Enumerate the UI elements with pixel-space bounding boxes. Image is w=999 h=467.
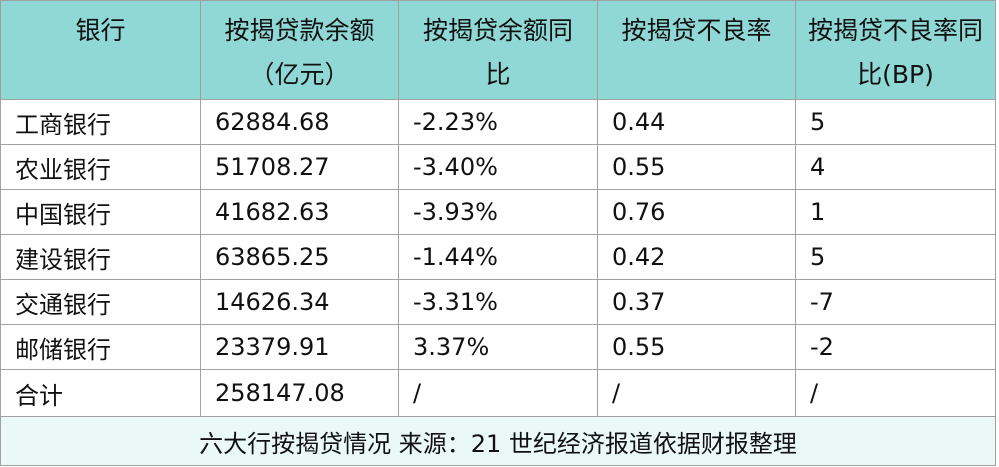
cell: 3.37% [398, 324, 598, 370]
caption: 六大行按揭贷情况 来源：21 世纪经济报道依据财报整理 [0, 416, 996, 466]
header-cell: 按揭贷不良率 [597, 0, 796, 100]
header-row: 银行 按揭贷款余额（亿元） 按揭贷余额同比 按揭贷不良率 按揭贷不良率同比(BP) [0, 0, 996, 100]
bank-name: 邮储银行 [0, 324, 201, 370]
cell: 0.42 [597, 234, 796, 280]
cell: 0.37 [597, 279, 796, 325]
cell: -3.93% [398, 189, 598, 235]
bank-name: 中国银行 [0, 189, 201, 235]
cell: 0.55 [597, 324, 796, 370]
cell: 258147.08 [200, 369, 399, 417]
table-row: 交通银行 14626.34 -3.31% 0.37 -7 [0, 279, 996, 325]
table-row: 工商银行 62884.68 -2.23% 0.44 5 [0, 99, 996, 145]
cell: 0.55 [597, 144, 796, 190]
cell: 5 [795, 234, 996, 280]
cell: -3.40% [398, 144, 598, 190]
cell: / [398, 369, 598, 417]
cell: 63865.25 [200, 234, 399, 280]
header-cell: 按揭贷款余额（亿元） [200, 0, 399, 100]
cell: -1.44% [398, 234, 598, 280]
cell: / [597, 369, 796, 417]
cell: 23379.91 [200, 324, 399, 370]
table-header: 银行 按揭贷款余额（亿元） 按揭贷余额同比 按揭贷不良率 按揭贷不良率同比(BP) [0, 0, 996, 100]
bank-name: 建设银行 [0, 234, 201, 280]
cell: 1 [795, 189, 996, 235]
caption-row: 六大行按揭贷情况 来源：21 世纪经济报道依据财报整理 [0, 416, 996, 466]
table-row: 中国银行 41682.63 -3.93% 0.76 1 [0, 189, 996, 235]
table-row: 邮储银行 23379.91 3.37% 0.55 -2 [0, 324, 996, 370]
bank-name: 合计 [0, 369, 201, 417]
header-cell: 银行 [0, 0, 201, 100]
cell: / [795, 369, 996, 417]
cell: 0.76 [597, 189, 796, 235]
cell: 4 [795, 144, 996, 190]
bank-name: 交通银行 [0, 279, 201, 325]
table-row: 农业银行 51708.27 -3.40% 0.55 4 [0, 144, 996, 190]
header-cell: 按揭贷不良率同比(BP) [795, 0, 996, 100]
cell: 41682.63 [200, 189, 399, 235]
table-row: 合计 258147.08// / [0, 369, 996, 417]
cell: -7 [795, 279, 996, 325]
cell: -2 [795, 324, 996, 370]
cell: -3.31% [398, 279, 598, 325]
cell: 5 [795, 99, 996, 145]
cell: 51708.27 [200, 144, 399, 190]
table-body: 工商银行 62884.68 -2.23% 0.44 5 农业银行 51708.27 -3.40… [0, 99, 996, 417]
cell: -2.23% [398, 99, 598, 145]
bank-name: 农业银行 [0, 144, 201, 190]
cell: 62884.68 [200, 99, 399, 145]
table-footer: 六大行按揭贷情况 来源：21 世纪经济报道依据财报整理 [0, 416, 996, 466]
header-cell: 按揭贷余额同比 [398, 0, 598, 100]
cell: 0.44 [597, 99, 796, 145]
table-row: 建设银行 63865.25 -1.44% 0.42 5 [0, 234, 996, 280]
bank-name: 工商银行 [0, 99, 201, 145]
cell: 14626.34 [200, 279, 399, 325]
